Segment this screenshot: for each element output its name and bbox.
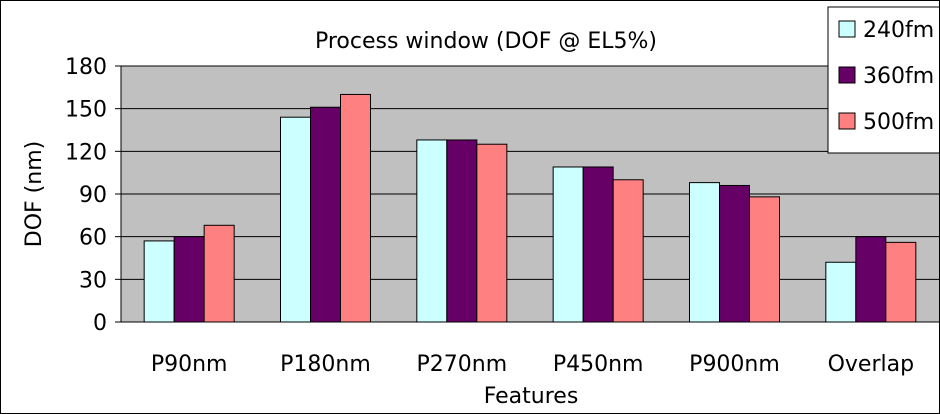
- y-tick-label: 120: [65, 140, 107, 165]
- y-tick-label: 90: [79, 183, 107, 208]
- x-axis-label: Features: [484, 384, 579, 409]
- y-axis-label: DOF (nm): [22, 141, 47, 247]
- bar-500fm-P450nm: [612, 179, 644, 323]
- y-tick-label: 180: [65, 55, 107, 80]
- bar-500fm-Overlap: [885, 241, 917, 323]
- bar-360fm-Overlap: [855, 236, 887, 323]
- y-tick-labels: 0 30 60 90 120 150 180: [65, 55, 121, 336]
- bar-500fm-P90nm: [203, 224, 235, 323]
- legend-swatch-240fm: [838, 20, 856, 38]
- x-tick-label: P900nm: [689, 352, 780, 377]
- y-tick-label: 150: [65, 98, 107, 123]
- legend-label: 240fm: [863, 18, 934, 43]
- x-tick-label: Overlap: [828, 352, 914, 377]
- bar-240fm-P90nm: [143, 240, 175, 323]
- x-tick-label: P270nm: [417, 352, 508, 377]
- legend: 240fm 360fm 500fm: [827, 6, 939, 154]
- bar-360fm-P90nm: [173, 236, 205, 323]
- x-tick-label: P450nm: [553, 352, 644, 377]
- legend-swatch-360fm: [838, 66, 856, 84]
- bar-240fm-Overlap: [825, 261, 857, 323]
- legend-label: 500fm: [863, 110, 934, 135]
- bar-360fm-P180nm: [310, 106, 341, 323]
- y-tick-label: 0: [93, 311, 107, 336]
- bar-240fm-P270nm: [416, 139, 448, 323]
- legend-swatch-500fm: [838, 112, 856, 130]
- chart-title: Process window (DOF @ EL5%): [315, 29, 657, 54]
- x-tick-label: P180nm: [280, 352, 371, 377]
- legend-label: 360fm: [863, 64, 934, 89]
- y-tick-label: 30: [79, 268, 107, 293]
- bar-500fm-P180nm: [340, 93, 371, 323]
- bar-360fm-P900nm: [719, 184, 750, 323]
- bar-240fm-P450nm: [552, 166, 584, 323]
- gridlines: [121, 65, 939, 280]
- x-tick-label: P90nm: [151, 352, 228, 377]
- bar-360fm-P450nm: [582, 166, 614, 323]
- bar-240fm-P900nm: [689, 182, 720, 323]
- x-tick-labels: P90nm P180nm P270nm P450nm P900nm Overlap: [151, 352, 914, 377]
- bar-500fm-P270nm: [476, 143, 508, 323]
- bar-240fm-P180nm: [280, 116, 311, 323]
- y-tick-label: 60: [79, 226, 107, 251]
- bar-360fm-P270nm: [446, 139, 478, 323]
- bar-500fm-P900nm: [749, 196, 780, 323]
- bars: [143, 93, 917, 323]
